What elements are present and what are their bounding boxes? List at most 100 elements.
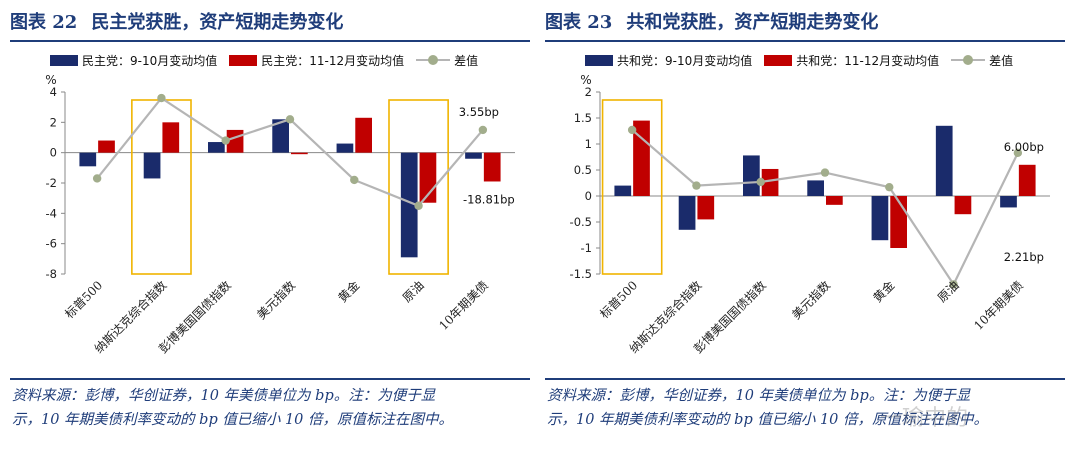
y-tick-label: 1.5	[574, 111, 592, 125]
bar-series2	[355, 117, 372, 153]
diff-line-point	[820, 168, 830, 177]
watermark-text: 一瑜中的	[880, 406, 969, 431]
x-tick-label: 美元指数	[789, 278, 834, 323]
legend-label-line: 差值	[989, 53, 1014, 68]
bar-series2	[483, 152, 501, 182]
diff-line-point	[885, 182, 894, 192]
panel-label: 图表 23	[545, 12, 613, 33]
bar-series1	[336, 143, 354, 153]
legend-item-series1: 共和党：9-10月变动均值	[585, 52, 752, 69]
diff-line-point	[692, 181, 701, 190]
x-tick-label: 原油	[935, 278, 962, 305]
y-tick-label: 2	[50, 115, 57, 129]
bar-series1	[871, 196, 889, 241]
y-tick-label: 4	[50, 85, 57, 99]
diff-line-point	[414, 201, 423, 210]
panel-label: 图表 22	[10, 12, 78, 33]
diff-line-point	[627, 125, 637, 135]
panel-title: 图表 22 民主党获胜，资产短期走势变化	[10, 8, 530, 38]
source-line-2: 示，10 年期美债利率变动的 bp 值已缩小 10 倍，原值标注在图中。	[12, 412, 454, 428]
x-tick-label: 标普500	[597, 278, 640, 321]
chart-panel-right: 图表 23 共和党获胜，资产短期走势变化 共和党：9-10月变动均值 共和党：11…	[545, 0, 1065, 461]
bar-series1	[935, 125, 953, 196]
panel-title-text: 共和党获胜，资产短期走势变化	[626, 12, 879, 33]
y-tick-label: 1	[585, 137, 592, 151]
x-tick-label: 黄金	[870, 278, 898, 306]
legend-item-line: 差值	[951, 52, 1013, 69]
legend-item-series2: 共和党：11-12月变动均值	[764, 52, 939, 69]
y-axis-label: %	[580, 73, 591, 87]
bar-chart-right: %21.510.50-0.5-1-1.56.00bp2.21bp标普500纳斯达…	[570, 73, 1050, 356]
legend-swatch-series1	[50, 54, 78, 66]
bar-series1	[465, 152, 482, 159]
diff-line-point	[350, 175, 359, 185]
legend-label-line: 差值	[454, 53, 479, 68]
legend-item-series2: 民主党：11-12月变动均值	[229, 52, 404, 69]
bar-series1	[143, 152, 161, 179]
diff-line-point	[221, 136, 230, 145]
highlight-box	[131, 99, 192, 275]
y-tick-label: -8	[46, 267, 57, 281]
chart-legend: 民主党：9-10月变动均值 民主党：11-12月变动均值 差值	[50, 50, 490, 70]
y-tick-label: 0	[585, 189, 592, 203]
bar-series2	[162, 122, 180, 153]
y-axis-label: %	[45, 73, 56, 87]
source-line-1: 资料来源：彭博，华创证券，10 年美债单位为 bp。注：为便于显	[12, 388, 436, 404]
title-rule	[10, 40, 530, 42]
legend-item-line: 差值	[416, 52, 478, 69]
bar-series1	[79, 152, 97, 167]
bar-series1	[1000, 196, 1017, 208]
chart-panel-left: 图表 22 民主党获胜，资产短期走势变化 民主党：9-10月变动均值 民主党：11…	[10, 0, 530, 461]
bar-series1	[807, 180, 824, 196]
bar-series2	[890, 196, 907, 248]
bar-series2	[954, 196, 972, 215]
data-annotation: -18.81bp	[463, 192, 515, 206]
legend-item-series1: 民主党：9-10月变动均值	[50, 52, 217, 69]
y-tick-label: -4	[46, 206, 57, 220]
diff-line-point	[92, 174, 102, 183]
bar-series1	[208, 142, 225, 153]
panel-title-text: 民主党获胜，资产短期走势变化	[91, 12, 344, 33]
bar-series1	[400, 152, 418, 258]
source-line-2: 示，10 年期美债利率变动的 bp 值已缩小 10 倍，原值标注在图中。	[547, 412, 989, 428]
source-note: 资料来源：彭博，华创证券，10 年美债单位为 bp。注：为便于显 示，10 年期…	[12, 384, 532, 432]
data-annotation: 2.21bp	[1004, 250, 1044, 264]
legend-marker-line	[951, 54, 986, 66]
x-tick-label: 美元指数	[254, 278, 299, 323]
bar-series2	[761, 168, 779, 196]
y-tick-label: 2	[585, 85, 592, 99]
y-tick-label: -2	[46, 176, 57, 190]
highlight-box	[601, 99, 663, 275]
bar-series1	[743, 155, 760, 196]
legend-label-series2: 共和党：11-12月变动均值	[796, 53, 940, 68]
bar-chart-left: %420-2-4-6-83.55bp-18.81bp标普500纳斯达克综合指数彭…	[45, 73, 515, 356]
title-rule	[545, 40, 1065, 42]
x-tick-label: 原油	[400, 278, 427, 305]
y-tick-label: -0.5	[570, 215, 592, 229]
source-line-1: 资料来源：彭博，华创证券，10 年美债单位为 bp。注：为便于显	[547, 388, 971, 404]
legend-marker-line	[416, 54, 451, 66]
bar-series2	[826, 196, 843, 205]
bar-series1	[614, 185, 632, 196]
data-annotation: 3.55bp	[459, 105, 499, 119]
y-tick-label: -1.5	[570, 267, 592, 281]
bar-series1	[678, 196, 696, 230]
source-rule	[545, 378, 1065, 380]
x-tick-label: 10年期美债	[436, 278, 491, 333]
bar-series2	[633, 120, 650, 196]
bar-series1	[272, 119, 289, 153]
legend-swatch-series2	[229, 54, 258, 66]
y-tick-label: 0	[50, 146, 57, 160]
source-note: 资料来源：彭博，华创证券，10 年美债单位为 bp。注：为便于显 示，10 年期…	[547, 384, 1067, 432]
highlight-box	[388, 99, 449, 275]
x-tick-label: 10年期美债	[971, 278, 1026, 333]
source-rule	[10, 378, 530, 380]
x-tick-label: 标普500	[62, 278, 105, 321]
y-tick-label: -6	[46, 237, 57, 251]
y-tick-label: -1	[581, 241, 592, 255]
panel-title: 图表 23 共和党获胜，资产短期走势变化	[545, 8, 1065, 38]
x-tick-label: 黄金	[335, 278, 363, 306]
bar-series2	[697, 196, 715, 220]
bar-series2	[291, 152, 308, 155]
diff-line-point	[478, 125, 488, 135]
